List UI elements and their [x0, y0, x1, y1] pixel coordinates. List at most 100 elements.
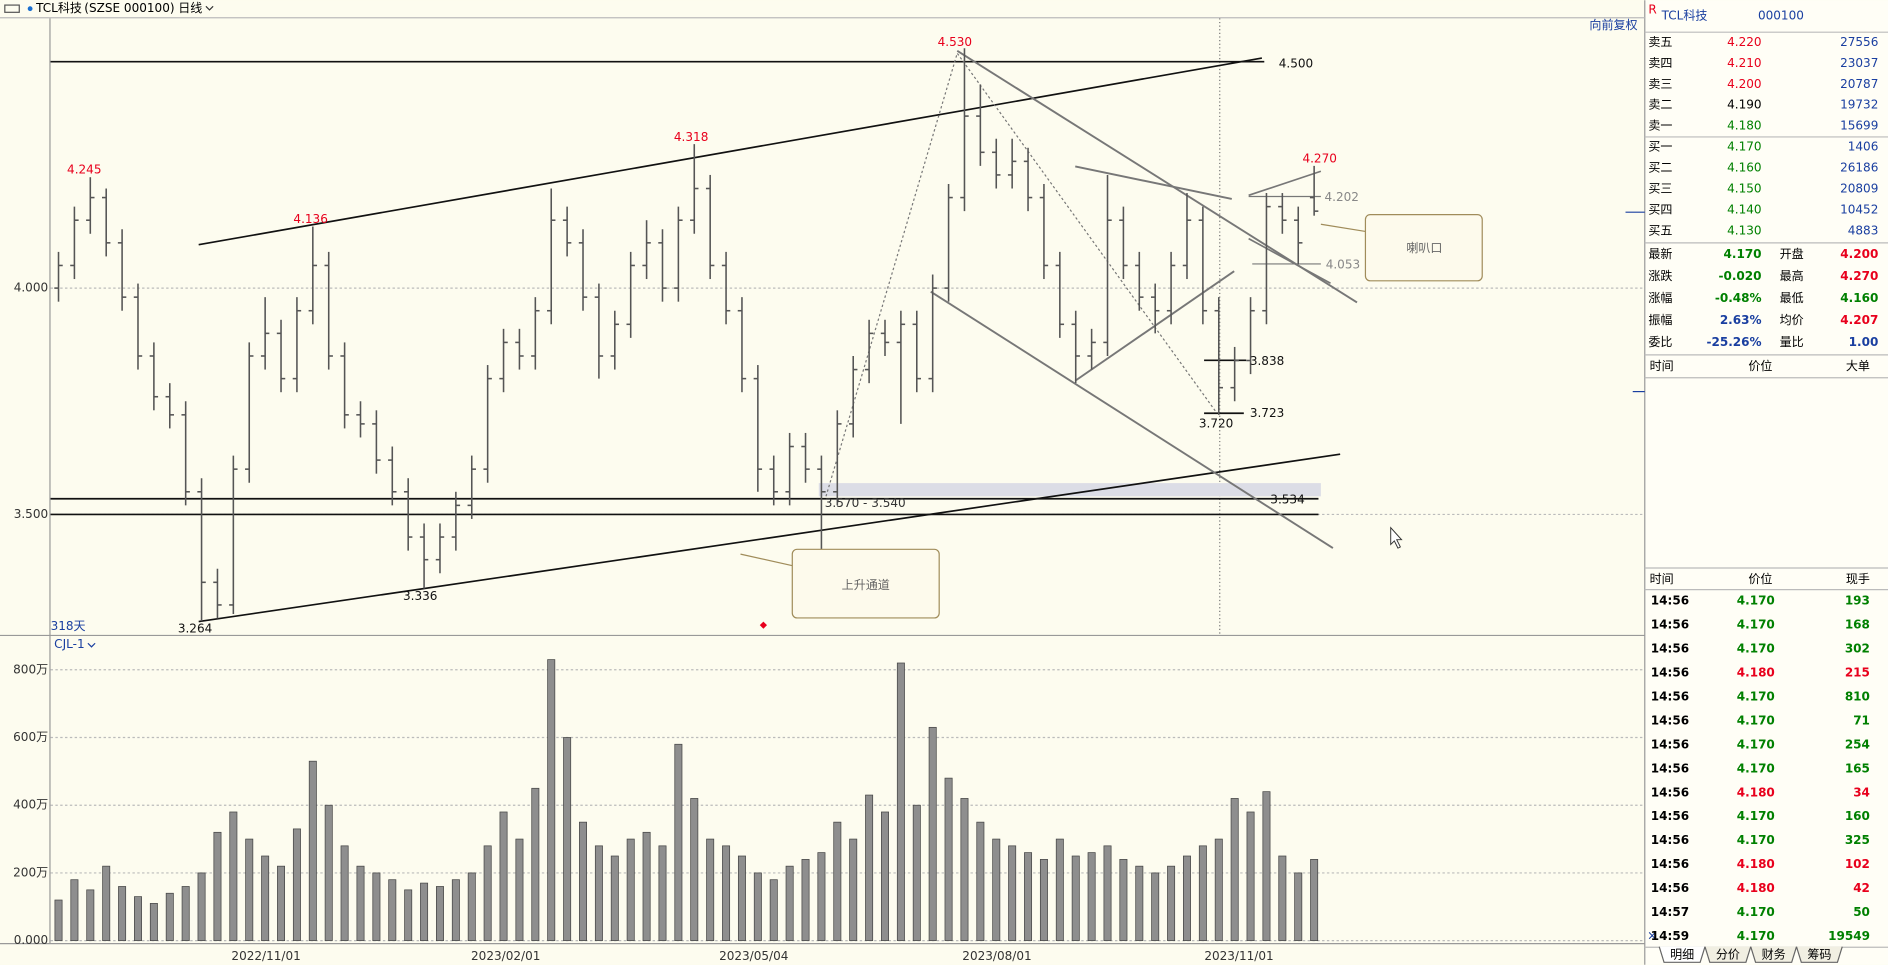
stat-value: -25.26%: [1706, 335, 1761, 349]
cursor: [1390, 526, 1403, 549]
trade-price: 4.170: [1737, 689, 1775, 703]
column-header: 大单: [1846, 359, 1870, 373]
book-price: 4.140: [1727, 203, 1761, 217]
stat-value: -0.48%: [1715, 291, 1762, 305]
trade-price: 4.170: [1737, 737, 1775, 751]
trade-price: 4.180: [1737, 881, 1775, 895]
volume-bar: [785, 865, 794, 942]
annotation: 3.838: [1250, 354, 1284, 368]
book-volume: 10452: [1840, 203, 1878, 217]
adjust-label[interactable]: 向前复权: [1589, 17, 1637, 32]
tab-label[interactable]: 筹码: [1807, 948, 1831, 962]
trend-line: [1248, 170, 1322, 197]
volume-bar: [1183, 855, 1191, 942]
dropdown-icon[interactable]: [205, 5, 214, 11]
volume-bar: [1214, 838, 1223, 942]
volume-bar: [388, 879, 397, 942]
tab-label[interactable]: 明细: [1670, 948, 1694, 962]
tab-label[interactable]: 分价: [1716, 948, 1740, 962]
volume-bar: [435, 886, 444, 942]
column-header: 时间: [1650, 572, 1674, 586]
volume-bar: [594, 845, 603, 942]
volume-name[interactable]: CJL-1: [54, 637, 84, 651]
volume-bar: [1024, 852, 1033, 942]
volume-bar: [324, 804, 333, 942]
volume-bar: [1151, 872, 1160, 942]
stat-value: 4.170: [1724, 247, 1762, 261]
stat-label: 均价: [1780, 313, 1804, 327]
trade-price: 4.180: [1737, 785, 1775, 799]
book-label: 卖五: [1648, 35, 1672, 49]
book-label: 买三: [1648, 182, 1672, 196]
annotation: 3.336: [403, 589, 437, 603]
volume-bar: [356, 865, 365, 942]
book-price: 4.210: [1727, 56, 1761, 70]
annotation: 3.720: [1199, 417, 1233, 431]
annotation: 3.534: [1270, 492, 1304, 506]
trade-time: 14:56: [1651, 665, 1689, 679]
book-price: 4.220: [1727, 35, 1761, 49]
book-label: 买一: [1648, 140, 1672, 154]
stat-label: 振幅: [1648, 312, 1672, 327]
volume-bar: [531, 787, 540, 942]
annotation: 4.270: [1302, 152, 1336, 166]
volume-bar: [1087, 852, 1096, 942]
trade-time: 14:59: [1651, 929, 1689, 943]
column-header: 价位: [1748, 571, 1772, 586]
volume-bar: [1135, 865, 1144, 942]
tab[interactable]: [1658, 946, 1706, 963]
stat-label: 最新: [1648, 246, 1672, 261]
book-volume: 20787: [1840, 77, 1878, 91]
status-dot: [27, 6, 33, 12]
volume-bar: [1262, 791, 1271, 942]
volume-bar: [1230, 798, 1239, 942]
volume-bar: [1310, 859, 1319, 942]
trade-volume: 71: [1853, 713, 1870, 727]
quote-code: 000100: [1758, 8, 1804, 22]
x-tick-label: 2023/05/04: [719, 949, 788, 963]
trend-line: [930, 290, 1334, 549]
volume-bar: [515, 838, 524, 942]
volume-bar: [912, 804, 921, 942]
column-header: 价位: [1748, 358, 1772, 373]
tab[interactable]: [1704, 946, 1752, 963]
volume-bar: [1071, 855, 1080, 942]
tab[interactable]: [1795, 946, 1843, 963]
stat-value: 4.200: [1840, 247, 1878, 261]
annotation: 4.245: [67, 163, 101, 177]
volume-bar: [1246, 811, 1255, 942]
volume-bar: [674, 743, 683, 942]
trade-price: 4.170: [1737, 642, 1775, 656]
book-label: 买五: [1648, 223, 1672, 237]
book-price: 4.150: [1727, 182, 1761, 196]
volume-bar: [404, 889, 413, 942]
callout-pointer: [740, 553, 795, 567]
trade-volume: 42: [1853, 881, 1870, 895]
menu-icon[interactable]: [4, 4, 20, 13]
trend-line: [198, 57, 1263, 246]
y-tick-label: 600万: [13, 730, 48, 744]
book-label: 买四: [1648, 203, 1672, 217]
volume-bar: [753, 872, 762, 942]
period-selector[interactable]: 日线: [178, 1, 202, 15]
volume-bar: [86, 889, 95, 942]
volume-bar: [642, 831, 651, 942]
volume-bar: [896, 662, 905, 942]
y-tick-label: 3.500: [14, 507, 48, 521]
y-tick-label: 200万: [13, 865, 48, 879]
volume-bar: [149, 903, 158, 942]
trade-volume: 34: [1853, 785, 1870, 799]
volume-bar: [579, 821, 587, 942]
quote-name: TCL科技: [1661, 8, 1708, 22]
tab-label[interactable]: 财务: [1762, 947, 1786, 962]
volume-bar: [801, 859, 810, 942]
y-tick-label: 400万: [13, 798, 48, 812]
volume-bar: [1055, 838, 1064, 942]
tab[interactable]: [1750, 946, 1798, 963]
scroll-mark[interactable]: ×: [1647, 928, 1657, 942]
callout-box: [1364, 213, 1483, 282]
dropdown-icon[interactable]: [87, 642, 96, 648]
book-volume: 23037: [1840, 56, 1878, 70]
